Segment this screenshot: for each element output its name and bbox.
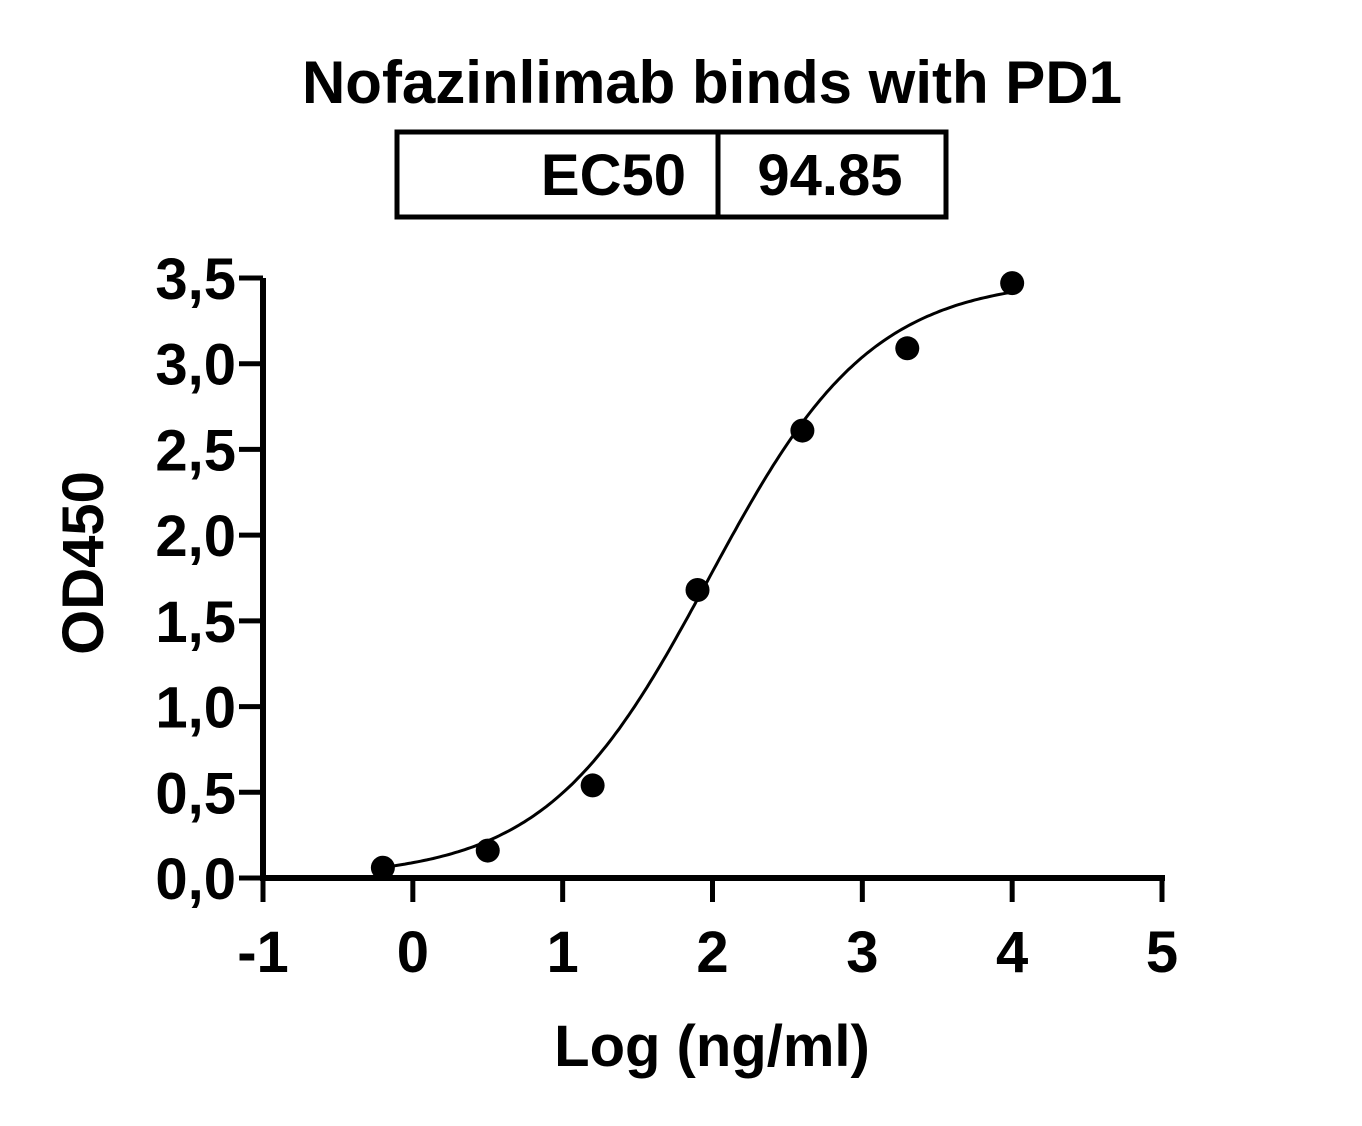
- chart-title: Nofazinlimab binds with PD1: [302, 49, 1122, 116]
- data-point: [685, 578, 710, 602]
- y-axis-label: OD450: [51, 471, 116, 655]
- data-points: [370, 271, 1025, 880]
- data-point: [580, 773, 605, 798]
- x-tick-label: 3: [846, 920, 878, 985]
- y-tick-label: 3,5: [155, 247, 236, 312]
- x-tick-label: 2: [696, 920, 728, 985]
- y-tick-label: 0,5: [155, 761, 236, 826]
- ec50-label: EC50: [541, 143, 686, 208]
- data-point: [1000, 271, 1025, 296]
- y-tick-label: 0,0: [155, 847, 236, 912]
- ec50-table: EC50 94.85: [394, 129, 949, 220]
- x-tick-label: 0: [397, 920, 429, 985]
- axes: [260, 278, 1165, 881]
- data-point: [370, 855, 395, 880]
- ec50-value: 94.85: [757, 143, 902, 208]
- y-tick-label: 2,0: [155, 504, 236, 569]
- x-axis-ticks: -1 0 1 2 3 4 5: [237, 878, 1178, 985]
- y-tick-label: 1,0: [155, 676, 236, 741]
- x-tick-label: 4: [996, 920, 1028, 985]
- data-point: [895, 336, 920, 361]
- data-point: [475, 838, 500, 863]
- x-axis-label: Log (ng/ml): [554, 1014, 870, 1079]
- y-tick-label: 3,0: [155, 333, 236, 398]
- y-axis-ticks: 0,0 0,5 1,0 1,5 2,0 2,5 3,0 3,5: [155, 247, 263, 912]
- y-tick-label: 1,5: [155, 590, 236, 655]
- x-tick-label: -1: [237, 920, 289, 985]
- data-point: [790, 418, 815, 443]
- x-tick-label: 5: [1146, 920, 1178, 985]
- x-tick-label: 1: [547, 920, 579, 985]
- y-tick-label: 2,5: [155, 418, 236, 483]
